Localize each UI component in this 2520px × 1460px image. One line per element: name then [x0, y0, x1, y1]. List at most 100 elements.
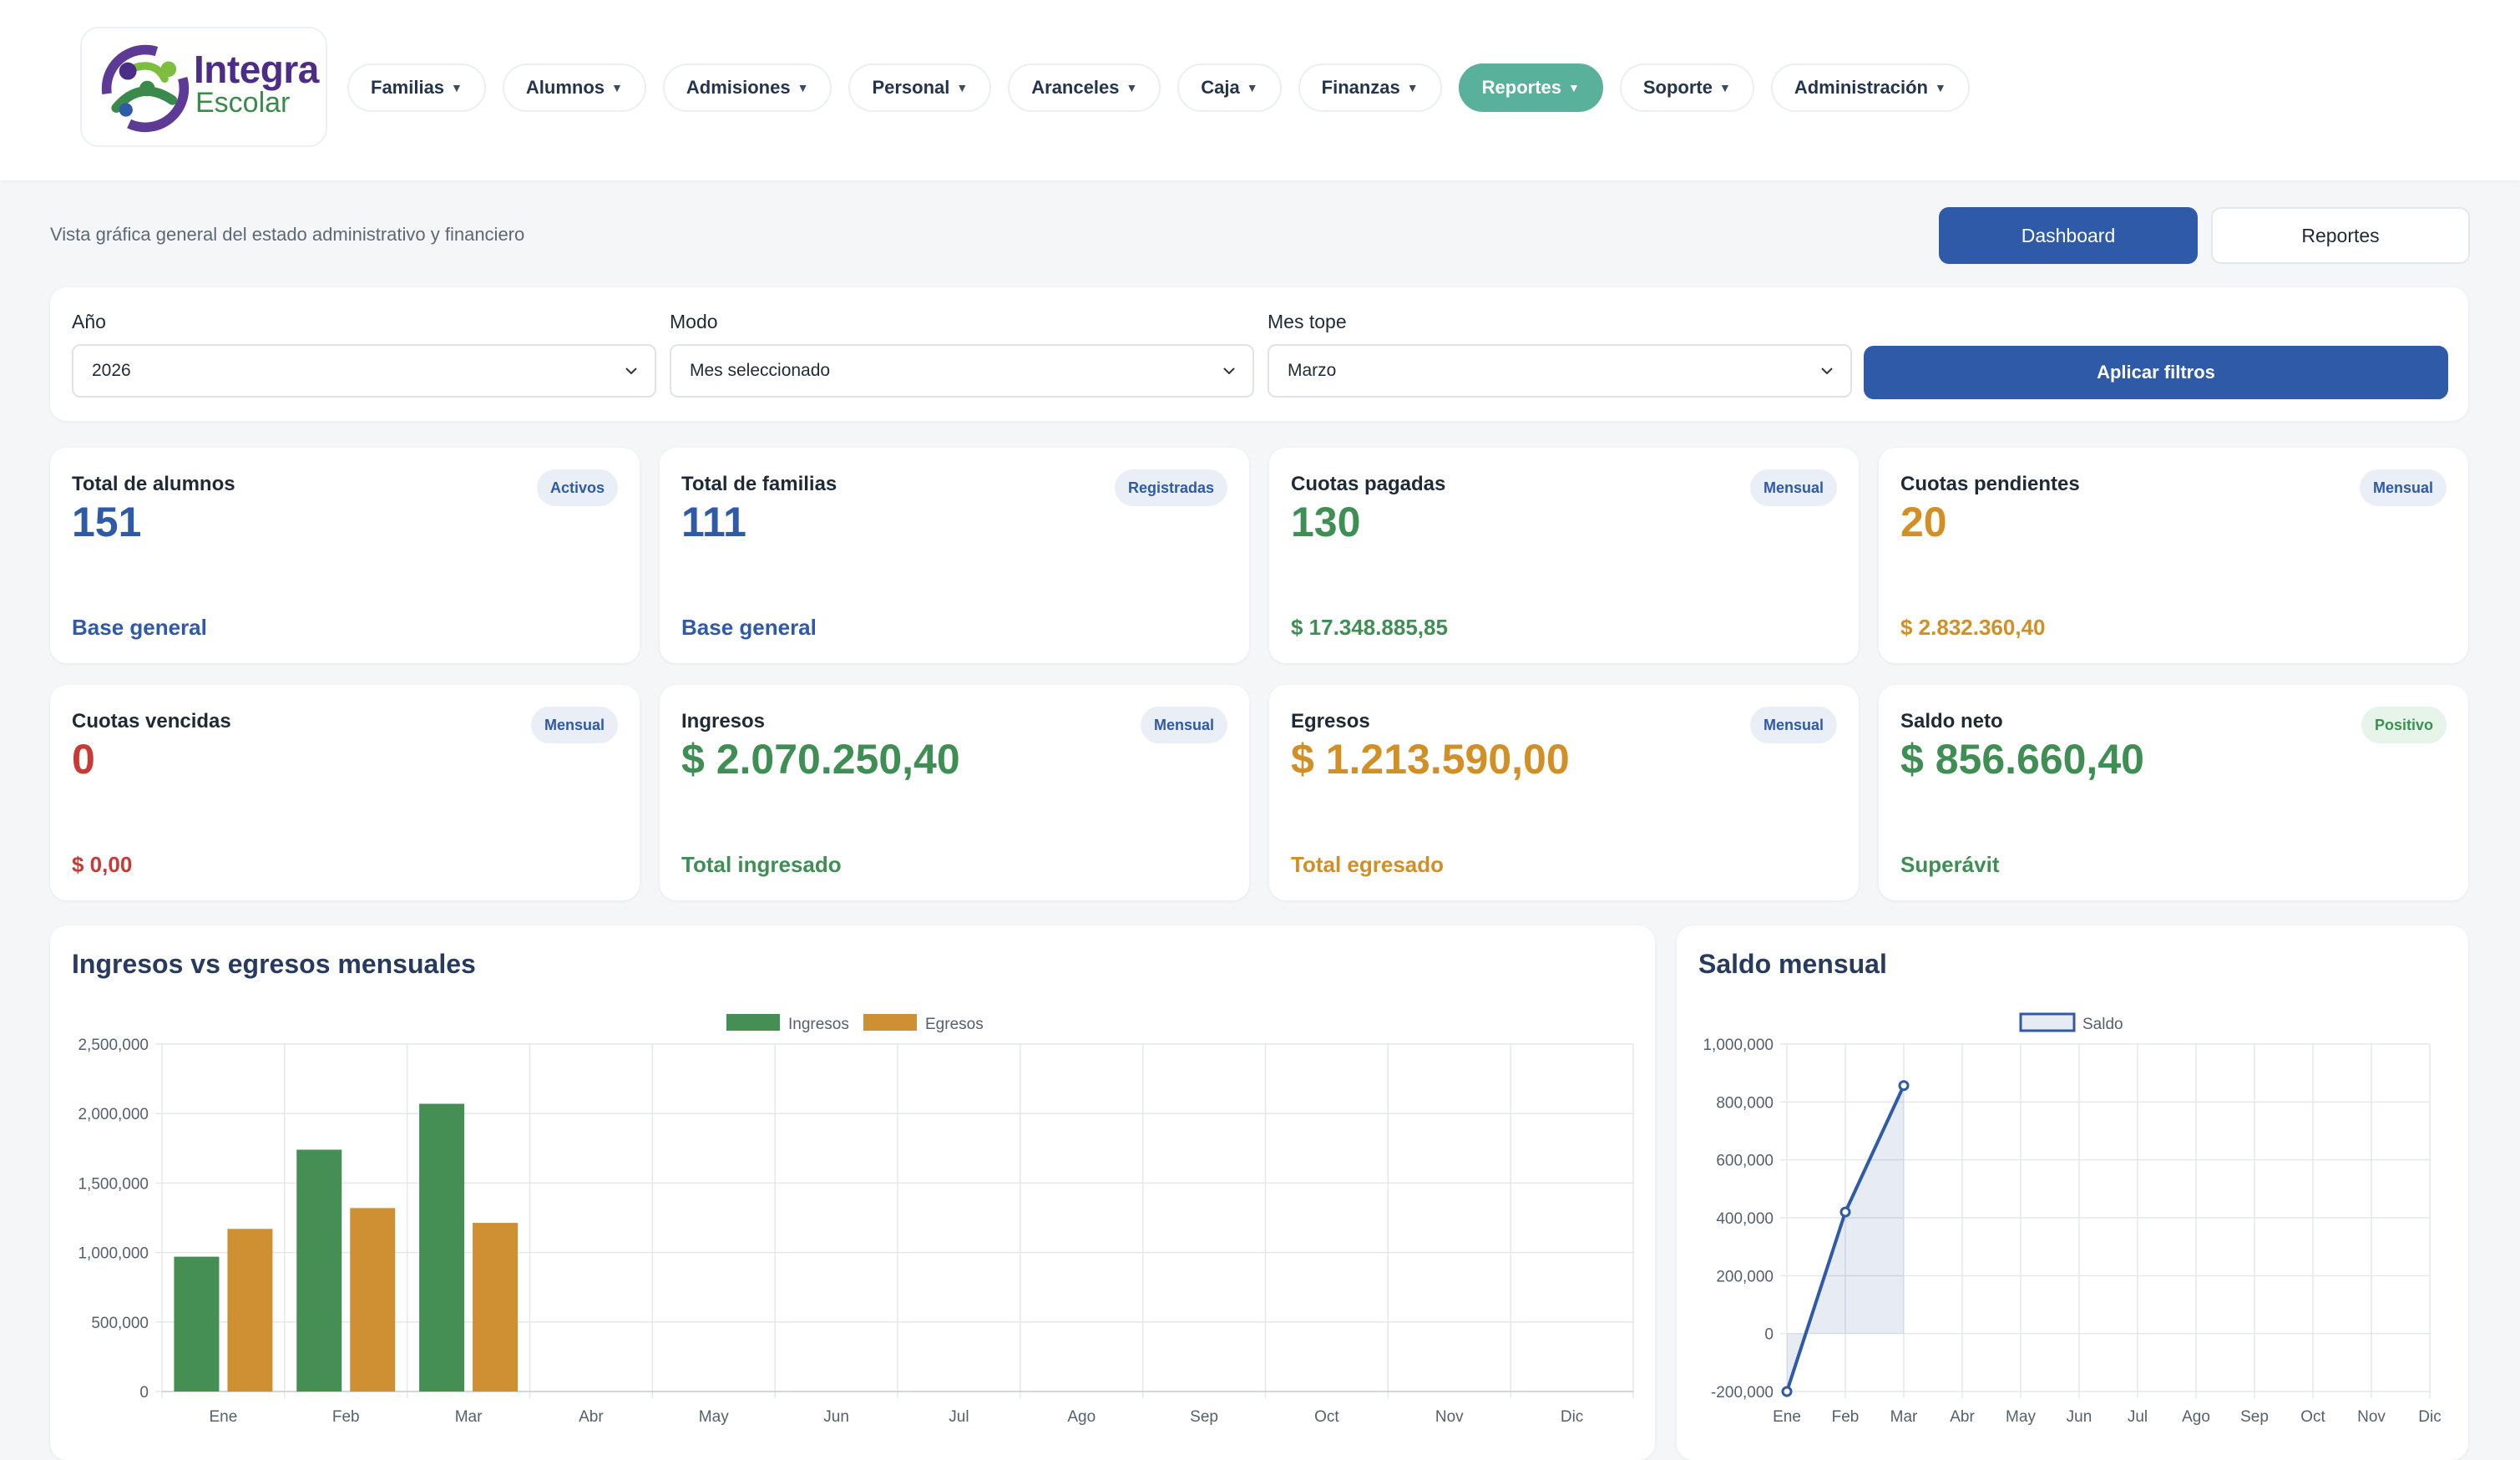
x-tick-label: Oct [1314, 1408, 1339, 1426]
stat-badge: Positivo [2361, 707, 2447, 743]
nav-aranceles[interactable]: Aranceles ▼ [1008, 63, 1161, 112]
nav-label: Aranceles [1031, 77, 1120, 98]
x-tick-label: Ago [2182, 1408, 2210, 1426]
brand-name: Integra [194, 48, 319, 91]
year-label: Año [72, 311, 106, 332]
bar-egresos [473, 1223, 519, 1392]
x-tick-label: Jun [2067, 1408, 2092, 1426]
stat-label: Cuotas pendientes [1900, 473, 2080, 495]
y-tick-label: 2,500,000 [78, 1037, 149, 1054]
mode-select[interactable]: Mes seleccionado [670, 344, 1254, 398]
mode-label: Modo [670, 311, 718, 332]
stat-badge: Mensual [1749, 707, 1837, 743]
nav-personal[interactable]: Personal ▼ [848, 63, 992, 112]
caret-down-icon: ▼ [797, 81, 809, 94]
x-tick-label: Jul [949, 1408, 969, 1426]
stat-label: Cuotas pagadas [1291, 473, 1446, 495]
caret-down-icon: ▼ [1406, 81, 1419, 94]
line-chart: -200,000 0 200,000 400,000 600,000 800,000 1,0… [1703, 1012, 2442, 1426]
bar-egresos [350, 1208, 396, 1392]
reportes-button[interactable]: Reportes [2211, 207, 2470, 264]
stat-value: $ 856.660,40 [1900, 736, 2144, 783]
stat-value: 151 [72, 499, 142, 545]
stat-value: 130 [1291, 499, 1361, 545]
nav-admisiones[interactable]: Admisiones ▼ [662, 63, 832, 112]
nav-label: Finanzas [1321, 77, 1400, 98]
nav-caja[interactable]: Caja ▼ [1177, 63, 1282, 112]
month-select[interactable]: Marzo [1268, 344, 1852, 398]
bar-ingresos [296, 1149, 342, 1392]
dashboard-button[interactable]: Dashboard [1939, 207, 2198, 264]
x-tick-label: Dic [2418, 1408, 2441, 1426]
nav-label: Soporte [1642, 77, 1713, 98]
nav-label: Personal [872, 77, 950, 98]
page-subtitle: Vista gráfica general del estado adminis… [50, 224, 525, 245]
year-select[interactable]: 2026 [72, 344, 656, 398]
x-tick-label: Feb [332, 1408, 360, 1426]
stat-value: 0 [72, 736, 95, 783]
stat-label: Cuotas vencidas [72, 710, 231, 733]
x-tick-label: May [699, 1408, 729, 1426]
y-tick-label: 1,000,000 [1703, 1037, 1774, 1054]
nav-label: Familias [371, 77, 445, 98]
nav-soporte[interactable]: Soporte ▼ [1619, 63, 1754, 112]
filters-panel: Año 2026 Modo Mes seleccionado Mes tope … [50, 287, 2468, 421]
x-tick-label: Ago [1067, 1408, 1096, 1426]
stat-card: Total de familias Registradas 111 Base gene… [660, 448, 1249, 663]
income-expense-chart-card: Ingresos vs egresos mensuales 0 500,000 1,… [50, 925, 1655, 1460]
stat-footnote: Base general [72, 615, 207, 640]
chevron-down-icon [1223, 368, 1235, 375]
month-label: Mes tope [1268, 311, 1347, 332]
caret-down-icon: ▼ [956, 81, 969, 94]
caret-down-icon: ▼ [1934, 81, 1946, 94]
legend-swatch [2019, 1012, 2076, 1032]
year-value: 2026 [92, 361, 131, 380]
legend-swatch [863, 1014, 917, 1031]
stat-footnote: $ 17.348.885,85 [1291, 615, 1448, 640]
stat-value: 20 [1900, 499, 1947, 545]
caret-down-icon: ▼ [611, 81, 623, 94]
apply-filters-button[interactable]: Aplicar filtros [1864, 346, 2448, 399]
x-tick-label: Abr [1950, 1408, 1975, 1426]
nav-label: Reportes [1481, 77, 1561, 98]
x-tick-label: Abr [579, 1408, 604, 1426]
month-value: Marzo [1288, 361, 1337, 380]
nav-alumnos[interactable]: Alumnos ▼ [502, 63, 646, 112]
x-tick-label: May [2006, 1408, 2036, 1426]
y-tick-label: 800,000 [1716, 1094, 1774, 1112]
stat-footnote: $ 0,00 [72, 852, 133, 877]
brand-logo[interactable]: Integra Escolar [80, 27, 327, 147]
bar-egresos [227, 1229, 273, 1392]
x-tick-label: Ene [1773, 1408, 1801, 1426]
stat-badge: Mensual [1140, 707, 1227, 743]
legend-label: Ingresos [788, 1016, 849, 1033]
x-tick-label: Sep [2240, 1408, 2269, 1426]
nav-reportes[interactable]: Reportes ▼ [1458, 63, 1603, 112]
caret-down-icon: ▼ [1126, 81, 1138, 94]
legend-label: Saldo [2082, 1016, 2123, 1033]
stat-label: Saldo neto [1900, 710, 2003, 733]
y-tick-label: 200,000 [1716, 1268, 1774, 1285]
stat-footnote: Total ingresado [681, 852, 842, 877]
caret-down-icon: ▼ [1718, 81, 1731, 94]
area-fill [1787, 1085, 1904, 1392]
nav-label: Alumnos [525, 77, 605, 98]
nav-familias[interactable]: Familias ▼ [347, 63, 486, 112]
nav-finanzas[interactable]: Finanzas ▼ [1298, 63, 1442, 112]
x-tick-label: Mar [455, 1408, 483, 1426]
brand-subname: Escolar [195, 87, 291, 119]
y-tick-label: 600,000 [1716, 1153, 1774, 1170]
y-tick-label: 1,500,000 [78, 1175, 149, 1193]
stat-value: $ 1.213.590,00 [1291, 736, 1570, 783]
y-tick-label: 1,000,000 [78, 1245, 149, 1263]
stat-card: Total de alumnos Activos 151 Base general [50, 448, 640, 663]
x-tick-label: Sep [1190, 1408, 1218, 1426]
nav-label: Admisiones [686, 77, 791, 98]
bar-chart: 0 500,000 1,000,000 1,500,000 2,000,000 2,500… [78, 1014, 1634, 1426]
chart-title: Ingresos vs egresos mensuales [72, 949, 476, 979]
stat-value: $ 2.070.250,40 [681, 736, 960, 783]
stat-card: Cuotas vencidas Mensual 0 $ 0,00 [50, 685, 640, 900]
balance-chart-card: Saldo mensual -200,000 0 200,000 400,000 600… [1677, 925, 2468, 1460]
chevron-down-icon [1821, 368, 1833, 375]
nav-administracion[interactable]: Administración ▼ [1770, 63, 1970, 112]
